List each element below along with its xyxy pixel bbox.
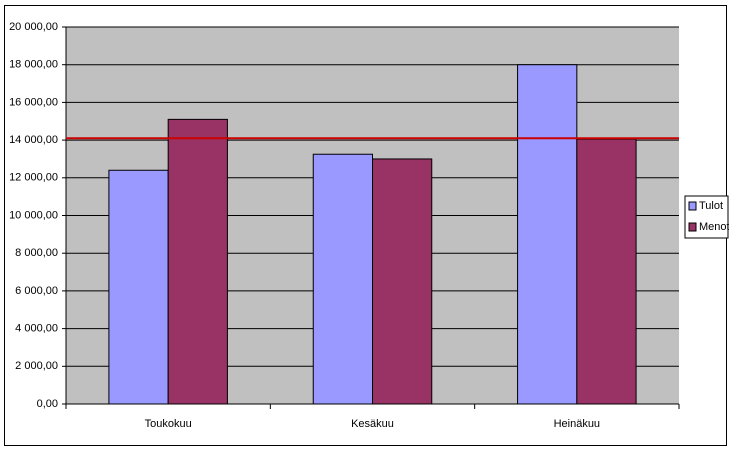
legend-swatch	[688, 222, 697, 232]
x-tick-label: Toukokuu	[145, 418, 192, 430]
bar	[312, 153, 374, 405]
legend-label: Menot	[699, 221, 729, 233]
y-tick-label: 6 000,00	[15, 285, 58, 297]
y-tick-label: 0,00	[37, 398, 58, 410]
bar	[517, 64, 578, 405]
y-tick-label: 18 000,00	[9, 59, 58, 71]
bar	[108, 169, 169, 405]
bar	[576, 138, 637, 405]
x-tick-label: Kesäkuu	[351, 418, 394, 430]
legend-swatch	[688, 201, 697, 211]
y-tick-label: 10 000,00	[9, 209, 58, 221]
y-tick-label: 4 000,00	[15, 323, 58, 335]
bar	[167, 118, 228, 405]
bar	[372, 158, 433, 405]
y-tick-label: 12 000,00	[9, 172, 58, 184]
y-tick-label: 2 000,00	[15, 360, 58, 372]
y-tick-label: 20 000,00	[9, 21, 58, 33]
y-tick-label: 14 000,00	[9, 134, 58, 146]
x-tick-label: Heinäkuu	[554, 418, 600, 430]
y-tick-label: 16 000,00	[9, 96, 58, 108]
legend-label: Tulot	[699, 200, 723, 212]
y-tick-label: 8 000,00	[15, 247, 58, 259]
